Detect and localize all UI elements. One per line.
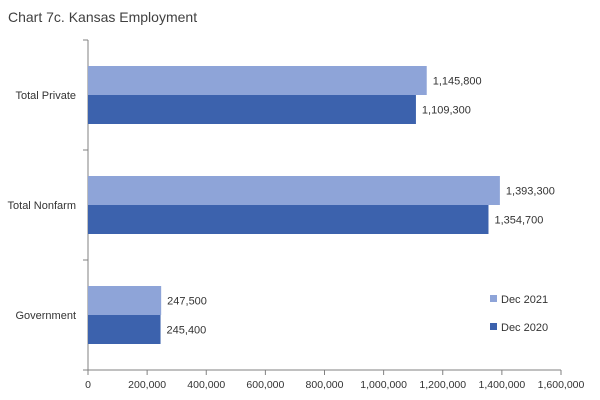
bar-total-nonfarm-dec-2021	[88, 176, 500, 205]
category-label: Government	[15, 310, 76, 322]
data-label: 1,354,700	[494, 215, 543, 227]
bar-total-private-dec-2021	[88, 66, 427, 95]
x-tick-label: 1,400,000	[479, 379, 526, 391]
legend: Dec 2021 Dec 2020	[490, 294, 548, 334]
x-tick-label: 600,000	[246, 379, 284, 391]
x-tick-label: 1,200,000	[419, 379, 466, 391]
data-label: 1,109,300	[422, 105, 471, 117]
category-label: Total Nonfarm	[8, 200, 76, 212]
x-tick-label: 800,000	[306, 379, 344, 391]
data-label: 1,145,800	[433, 76, 482, 88]
data-label: 1,393,300	[506, 186, 555, 198]
legend-swatch	[490, 295, 497, 302]
x-tick-label: 0	[85, 379, 91, 391]
chart-title: Chart 7c. Kansas Employment	[8, 9, 197, 25]
plot-area: 0 200,000 400,000 600,000 800,000 1,000,000 1,…	[8, 39, 585, 391]
bar-total-private-dec-2020	[88, 95, 416, 124]
category-label: Total Private	[15, 90, 76, 102]
x-tick-label: 1,600,000	[538, 379, 585, 391]
x-tick-label: 1,000,000	[360, 379, 407, 391]
legend-entry: Dec 2020	[501, 322, 548, 334]
bar-government-dec-2020	[88, 315, 161, 344]
legend-swatch	[490, 323, 497, 330]
x-tick-label: 400,000	[187, 379, 225, 391]
data-label: 245,400	[167, 325, 207, 337]
bar-total-nonfarm-dec-2020	[88, 205, 489, 234]
x-tick-label: 200,000	[128, 379, 166, 391]
legend-entry: Dec 2021	[501, 294, 548, 306]
bar-government-dec-2021	[88, 286, 162, 315]
data-label: 247,500	[167, 296, 207, 308]
